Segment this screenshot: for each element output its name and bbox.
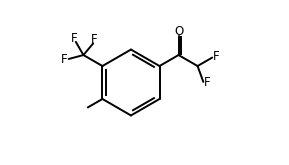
- Text: F: F: [61, 53, 68, 66]
- Text: O: O: [174, 25, 183, 38]
- Text: F: F: [204, 76, 210, 89]
- Text: F: F: [71, 32, 77, 45]
- Text: F: F: [213, 50, 219, 63]
- Text: F: F: [91, 33, 98, 46]
